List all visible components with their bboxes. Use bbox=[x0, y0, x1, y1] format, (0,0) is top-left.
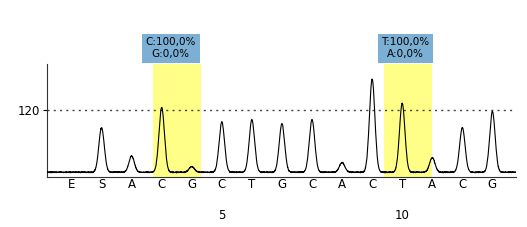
Bar bbox=[153, 64, 201, 177]
Bar bbox=[384, 64, 432, 177]
Text: 10: 10 bbox=[395, 209, 409, 222]
Text: C:100,0%
G:0,0%: C:100,0% G:0,0% bbox=[145, 37, 196, 59]
Text: T:100,0%
A:0,0%: T:100,0% A:0,0% bbox=[381, 37, 430, 59]
Text: 5: 5 bbox=[218, 209, 226, 222]
